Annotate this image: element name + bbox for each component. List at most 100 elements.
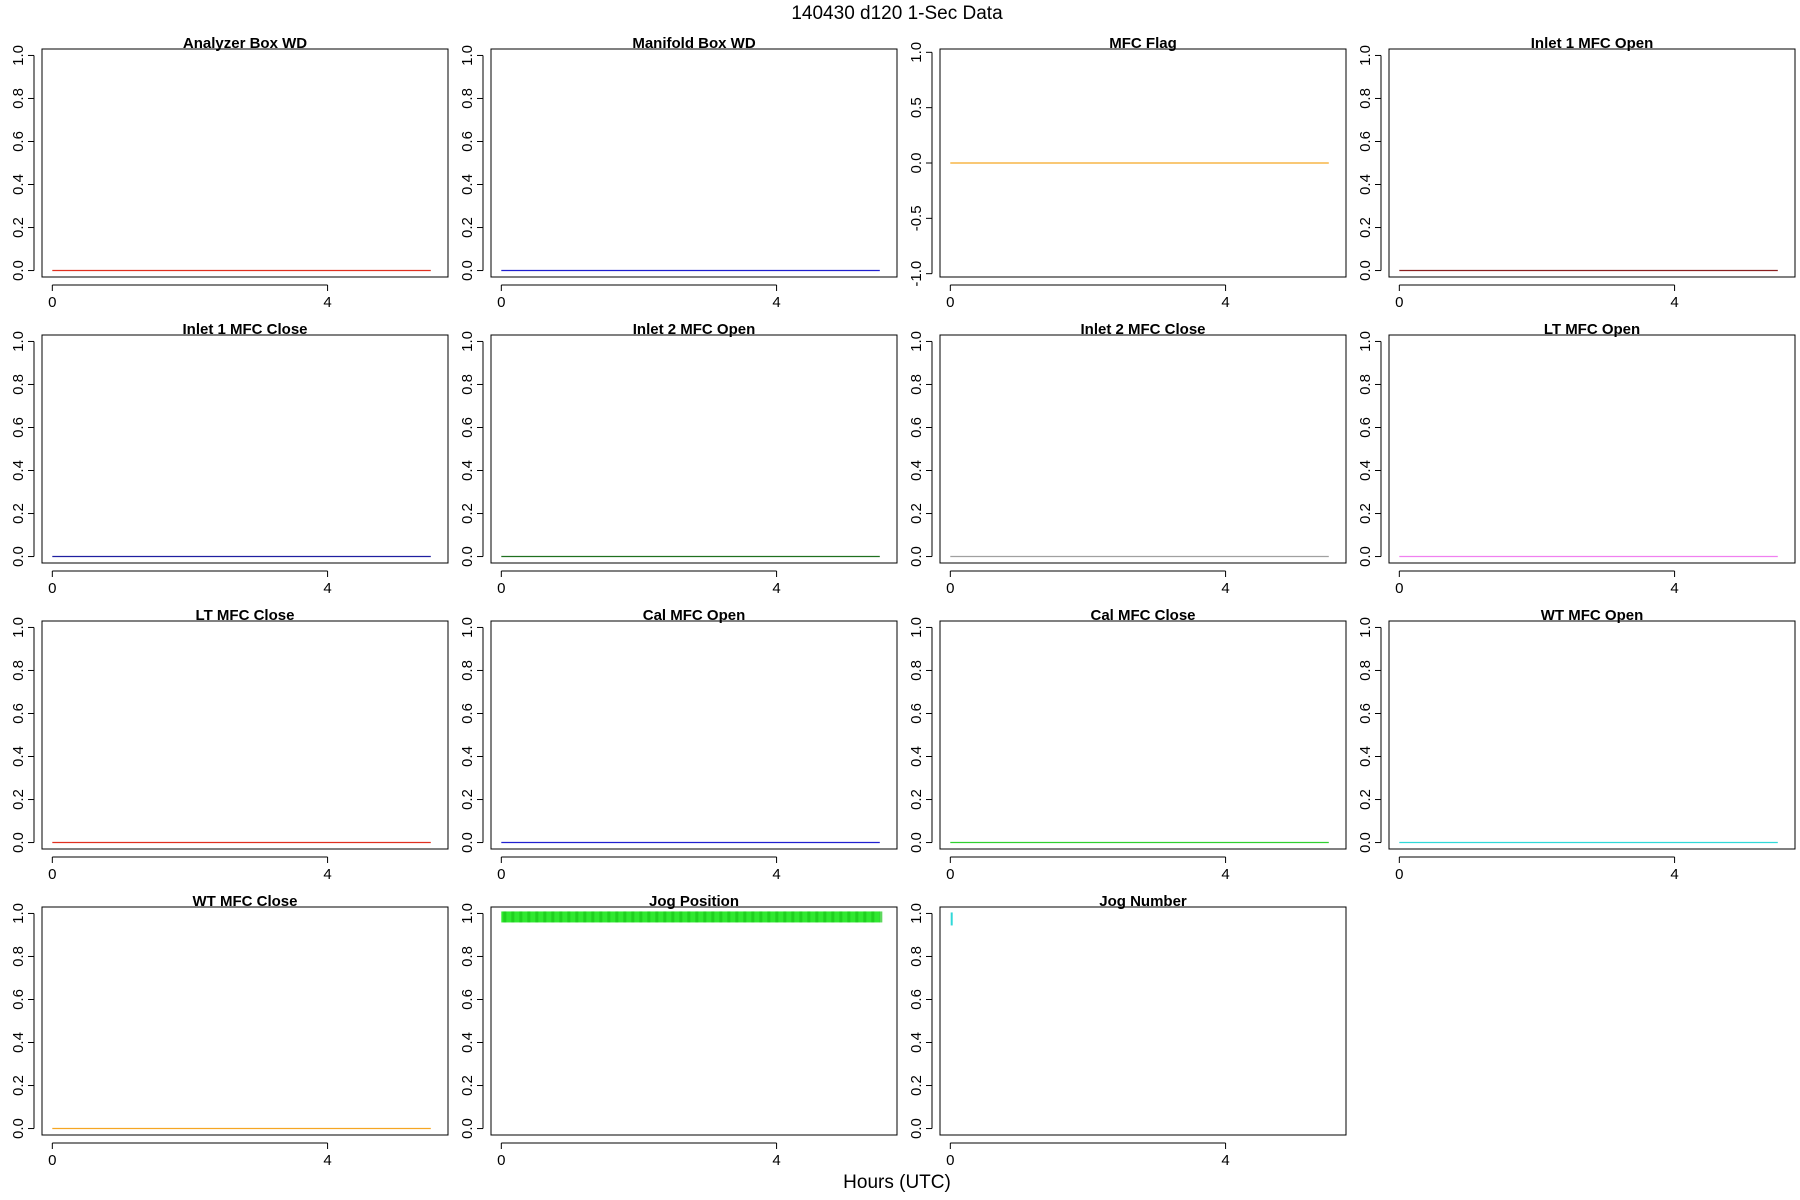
series-stripe <box>879 911 883 923</box>
plot-frame <box>939 334 1347 564</box>
y-tick-label: 0.8 <box>1357 374 1374 395</box>
y-tick-label: 0.0 <box>459 832 476 853</box>
panel-wt-mfc-open: WT MFC Open 0 4 0.0 0.2 0.4 0.6 0.8 1.0 <box>1357 607 1796 883</box>
y-tick-label: 0.0 <box>908 546 925 567</box>
y-tick-label: 0.2 <box>10 789 27 810</box>
y-tick-label: 0.6 <box>908 417 925 438</box>
y-tick-label: 0.8 <box>1357 660 1374 681</box>
y-tick-label: 0.8 <box>10 946 27 967</box>
x-tick-label: 4 <box>323 1152 331 1169</box>
x-tick-label: 0 <box>1395 866 1403 883</box>
y-tick-label: 0.0 <box>10 260 27 281</box>
y-tick-label: 0.2 <box>459 1075 476 1096</box>
y-tick-label: 0.4 <box>459 746 476 767</box>
series-stripe <box>679 911 683 923</box>
series-stripe <box>807 911 811 923</box>
plot-frame <box>490 334 898 564</box>
series-stripe <box>743 911 747 923</box>
series-stripe <box>727 911 731 923</box>
x-tick-label: 0 <box>497 1152 505 1169</box>
series-stripe <box>767 911 771 923</box>
y-tick-label: -0.5 <box>908 205 925 231</box>
panel-title: Analyzer Box WD <box>183 35 307 52</box>
y-tick-label: 0.2 <box>908 789 925 810</box>
series-stripe <box>839 911 843 923</box>
y-tick-label: 0.4 <box>10 1032 27 1053</box>
panel-jog-number: Jog Number 0 4 0.0 0.2 0.4 0.6 0.8 1.0 <box>908 893 1347 1169</box>
plot-frame <box>1388 620 1796 850</box>
panel-title: Cal MFC Close <box>1090 607 1195 624</box>
plot-frame <box>490 620 898 850</box>
series-stripe <box>791 911 795 923</box>
y-tick-label: 0.4 <box>908 460 925 481</box>
series-stripe <box>559 911 563 923</box>
series-stripe <box>639 911 643 923</box>
y-tick-label: 0.0 <box>1357 546 1374 567</box>
series-stripe <box>663 911 667 923</box>
y-tick-label: 1.0 <box>908 903 925 924</box>
y-tick-label: 0.6 <box>1357 417 1374 438</box>
y-tick-label: 1.0 <box>10 331 27 352</box>
x-tick-label: 0 <box>946 1152 954 1169</box>
y-tick-label: 0.8 <box>1357 88 1374 109</box>
series-stripe <box>535 911 539 923</box>
y-tick-label: 1.0 <box>10 903 27 924</box>
series-stripe <box>695 911 699 923</box>
x-tick-label: 4 <box>323 294 331 311</box>
y-tick-label: 1.0 <box>459 903 476 924</box>
plot-frame <box>1388 48 1796 278</box>
y-tick-label: 0.0 <box>10 1118 27 1139</box>
series-stripe <box>519 911 523 923</box>
y-tick-label: 0.2 <box>10 217 27 238</box>
x-tick-label: 4 <box>772 866 780 883</box>
series-stripe <box>567 911 571 923</box>
series-stripe <box>775 911 779 923</box>
panel-inlet-2-mfc-open: Inlet 2 MFC Open 0 4 0.0 0.2 0.4 0.6 0.8 1.0 <box>459 321 898 597</box>
y-tick-label: 1.0 <box>459 331 476 352</box>
x-tick-label: 0 <box>1395 294 1403 311</box>
plot-frame <box>41 48 449 278</box>
y-tick-label: 0.0 <box>459 1118 476 1139</box>
series-stripe <box>551 911 555 923</box>
panel-manifold-box-wd: Manifold Box WD 0 4 0.0 0.2 0.4 0.6 0.8 1.0 <box>459 35 898 311</box>
plot-frame <box>939 620 1347 850</box>
x-tick-label: 4 <box>772 294 780 311</box>
y-tick-label: -1.0 <box>908 261 925 287</box>
y-tick-label: 0.4 <box>10 746 27 767</box>
x-tick-label: 0 <box>946 294 954 311</box>
panel-analyzer-box-wd: Analyzer Box WD 0 4 0.0 0.2 0.4 0.6 0.8 1.0 <box>10 35 449 311</box>
y-tick-label: 0.6 <box>908 703 925 724</box>
x-tick-label: 0 <box>48 294 56 311</box>
plot-frame <box>41 620 449 850</box>
panel-title: Inlet 1 MFC Close <box>182 321 307 338</box>
y-tick-label: 0.6 <box>10 703 27 724</box>
y-tick-label: 0.0 <box>10 832 27 853</box>
series-stripe <box>799 911 803 923</box>
y-tick-label: 0.8 <box>459 946 476 967</box>
x-tick-label: 4 <box>772 1152 780 1169</box>
y-tick-label: 0.2 <box>908 1075 925 1096</box>
panel-wt-mfc-close: WT MFC Close 0 4 0.0 0.2 0.4 0.6 0.8 1.0 <box>10 893 449 1169</box>
series-stripe <box>719 911 723 923</box>
series-stripe <box>687 911 691 923</box>
series-band <box>501 911 880 923</box>
panel-cal-mfc-close: Cal MFC Close 0 4 0.0 0.2 0.4 0.6 0.8 1.0 <box>908 607 1347 883</box>
y-tick-label: 0.4 <box>459 174 476 195</box>
x-tick-label: 0 <box>497 866 505 883</box>
panel-title: Cal MFC Open <box>643 607 746 624</box>
y-tick-label: 0.2 <box>1357 789 1374 810</box>
y-tick-label: 0.0 <box>1357 260 1374 281</box>
series-stripe <box>831 911 835 923</box>
series-stripe <box>511 911 515 923</box>
x-tick-label: 4 <box>1221 1152 1229 1169</box>
series-stripe <box>783 911 787 923</box>
panel-title: Inlet 2 MFC Open <box>633 321 756 338</box>
series-stripe <box>863 911 867 923</box>
y-tick-label: 0.4 <box>908 746 925 767</box>
series-stripe <box>759 911 763 923</box>
series-stripe <box>583 911 587 923</box>
x-axis-label: Hours (UTC) <box>843 1172 951 1193</box>
x-tick-label: 4 <box>1221 580 1229 597</box>
x-tick-label: 0 <box>1395 580 1403 597</box>
